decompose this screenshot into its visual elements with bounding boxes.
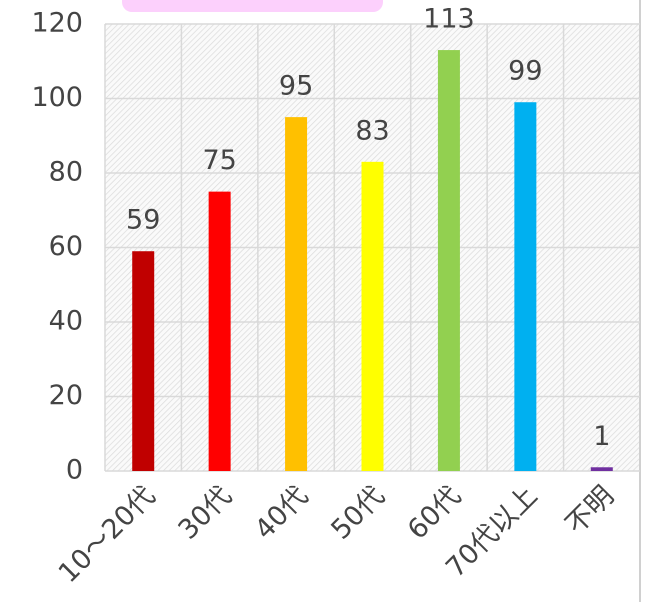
data-label: 95 (279, 71, 313, 102)
bar (437, 50, 460, 471)
bar (132, 251, 155, 471)
y-tick-label: 60 (49, 231, 83, 262)
x-tick-label: 60代 (402, 480, 467, 545)
bar (285, 117, 308, 471)
data-label: 59 (126, 205, 160, 236)
data-label: 75 (202, 145, 236, 176)
y-tick-label: 0 (66, 455, 83, 486)
y-tick-label: 20 (49, 380, 83, 411)
y-tick-label: 100 (31, 82, 83, 113)
x-tick-label: 40代 (249, 480, 314, 545)
x-tick-label: 10～20代 (53, 480, 162, 589)
bar (361, 161, 384, 471)
x-tick-label: 30代 (173, 480, 238, 545)
data-label: 1 (593, 421, 610, 452)
y-tick-label: 40 (49, 306, 83, 337)
data-label: 83 (355, 115, 389, 146)
y-tick-label: 120 (31, 8, 83, 39)
bar (208, 191, 231, 471)
data-label: 113 (423, 4, 475, 35)
x-tick-label: 不明 (560, 480, 620, 540)
y-tick-label: 80 (49, 157, 83, 188)
data-label: 99 (508, 56, 542, 87)
x-tick-label: 50代 (325, 480, 390, 545)
legend-box (122, 0, 383, 12)
bar (590, 467, 613, 471)
bar (514, 102, 537, 471)
